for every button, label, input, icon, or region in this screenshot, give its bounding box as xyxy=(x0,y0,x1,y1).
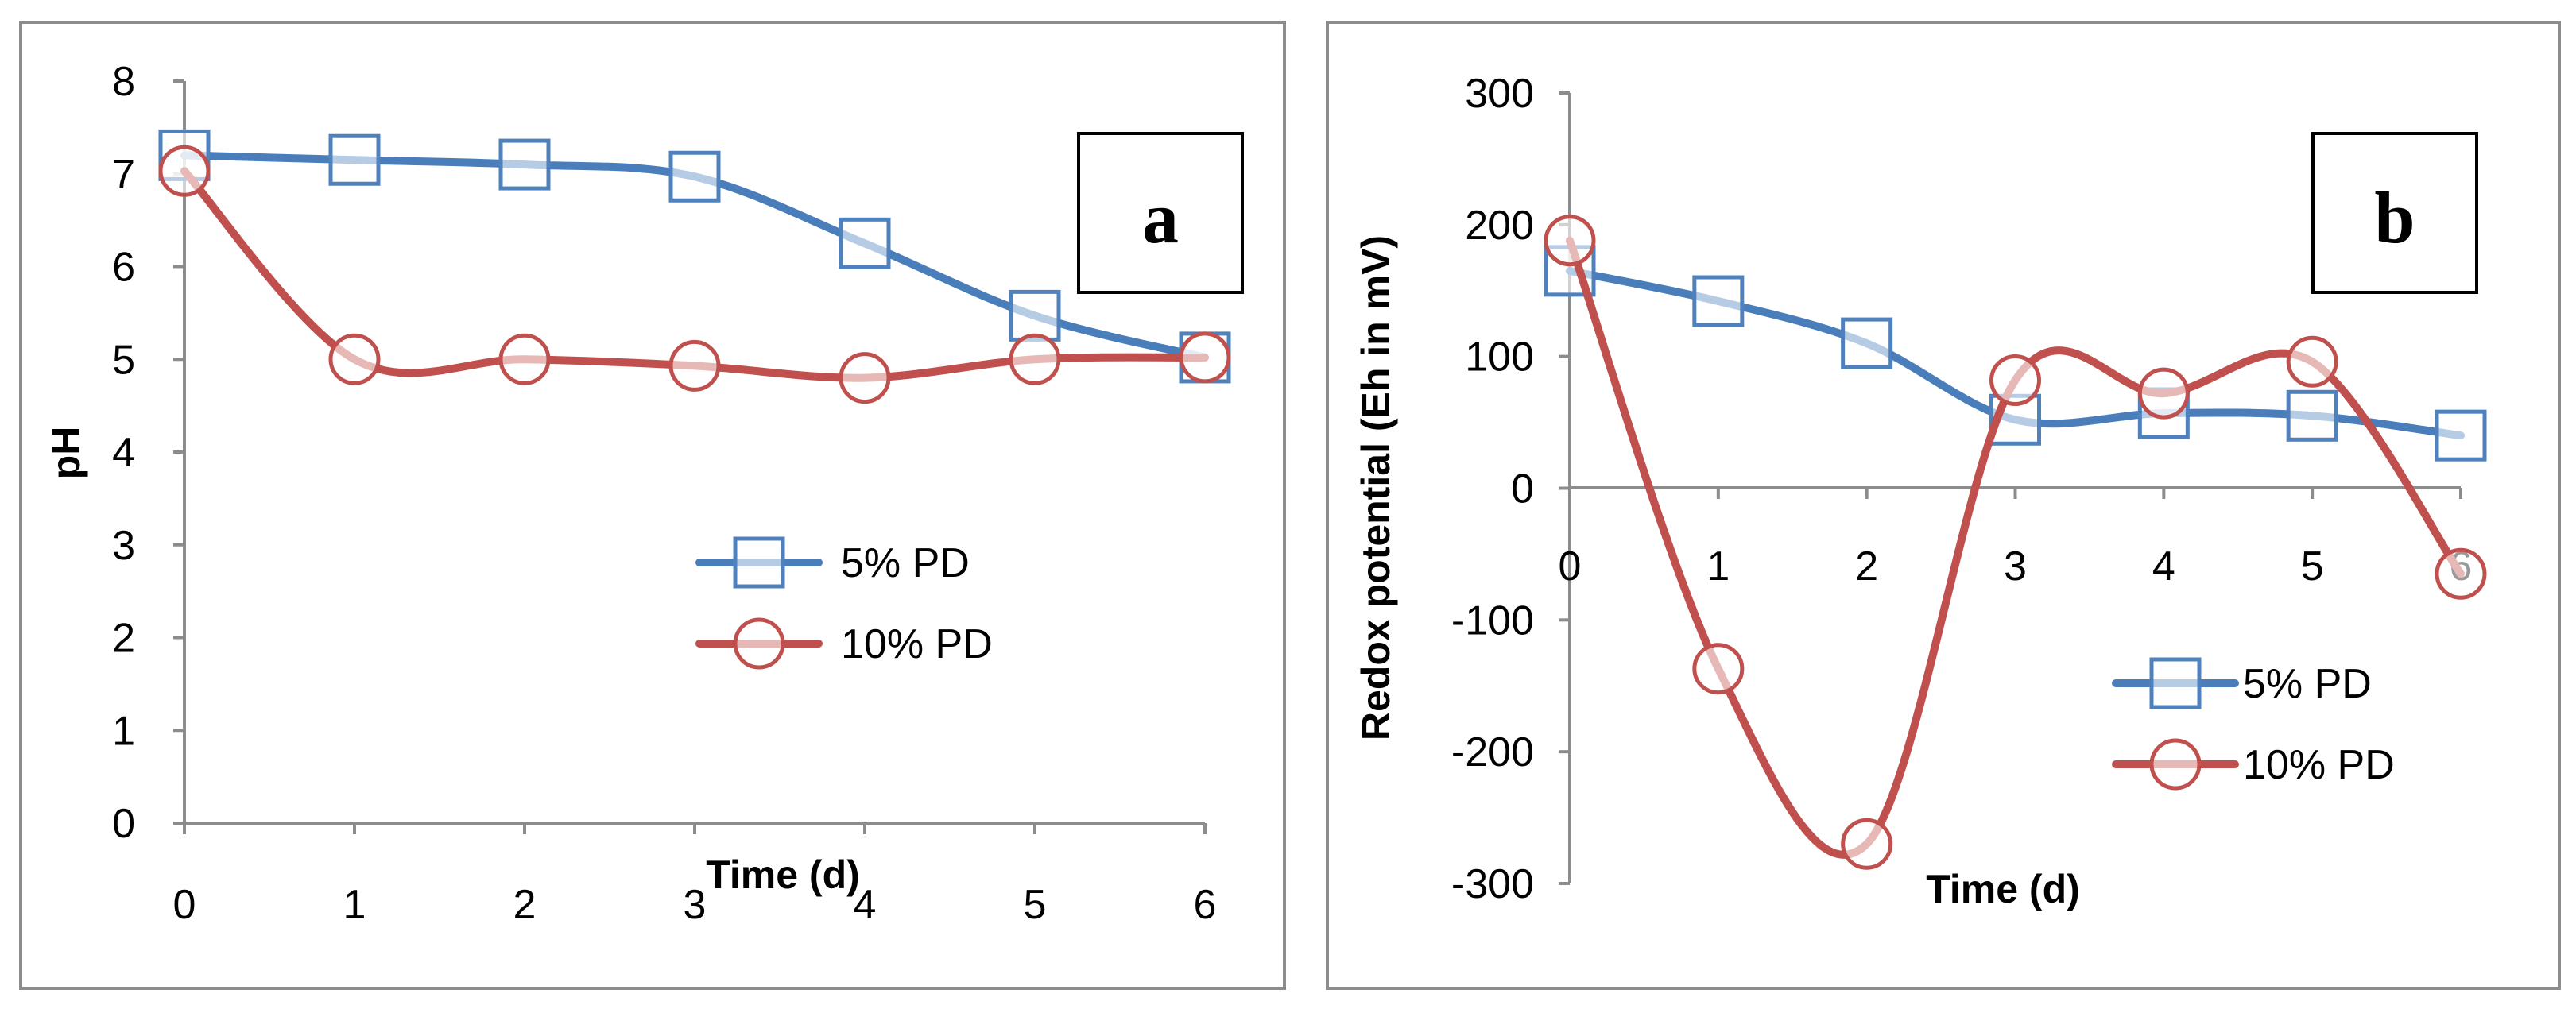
data-point xyxy=(1989,354,2041,407)
y-tick-label: 5 xyxy=(112,337,135,383)
series-2 xyxy=(1544,215,2487,870)
panel-b-tag-box xyxy=(2311,132,2478,294)
legend-marker xyxy=(733,536,785,589)
x-tick-label: 3 xyxy=(684,882,707,928)
legend-label: 10% PD xyxy=(2243,742,2395,788)
legend-label: 5% PD xyxy=(841,540,970,586)
legend-entry: 10% PD xyxy=(695,617,993,670)
y-tick-label: 8 xyxy=(112,59,135,105)
panel-b-y-ticks: -300 -200 -100 0 100 200 300 xyxy=(1451,71,1570,907)
legend-entry: 5% PD xyxy=(2112,657,2372,709)
series-2 xyxy=(158,145,1231,404)
y-tick-label: 2 xyxy=(112,616,135,662)
y-tick-label: 100 xyxy=(1465,334,1534,381)
legend-label: 10% PD xyxy=(841,621,993,667)
panel-a-y-axis-label: pH xyxy=(44,427,88,480)
x-tick-label: 5 xyxy=(1024,882,1047,928)
data-point xyxy=(1841,818,1893,870)
x-tick-label: 2 xyxy=(513,882,537,928)
data-point xyxy=(328,133,381,186)
legend-label: 5% PD xyxy=(2243,661,2372,707)
panel-a-series xyxy=(158,129,1231,404)
panel-b-tag: b xyxy=(2374,177,2415,258)
data-point xyxy=(1179,331,1231,384)
panel-a-legend: 5% PD 10% PD xyxy=(695,536,993,670)
data-point xyxy=(2137,367,2190,420)
legend-entry: 5% PD xyxy=(695,536,970,589)
panel-a-y-ticks: 0 1 2 3 4 5 6 7 8 xyxy=(112,59,184,847)
data-point xyxy=(1009,289,1061,342)
panel-a: 0 1 2 3 4 5 6 0 1 2 3 4 5 6 7 8 Time (d) pH 5% PD 10% P… xyxy=(19,21,1286,990)
panel-a-tag: a xyxy=(1142,177,1179,258)
x-tick-label: 6 xyxy=(1194,882,1217,928)
data-point xyxy=(498,138,551,191)
y-tick-label: 6 xyxy=(112,245,135,291)
data-point xyxy=(1692,275,1745,327)
x-tick-label: 3 xyxy=(2004,543,2027,590)
panel-a-x-ticks: 0 1 2 3 4 5 6 xyxy=(173,823,1217,928)
data-point xyxy=(498,333,551,385)
panel-b-x-axis-label: Time (d) xyxy=(1926,867,2080,911)
y-tick-label: 200 xyxy=(1465,203,1534,249)
data-point xyxy=(668,339,721,392)
data-point xyxy=(328,333,381,385)
data-point xyxy=(1009,333,1061,385)
x-tick-label: 4 xyxy=(2152,543,2175,590)
x-tick-label: 4 xyxy=(854,882,877,928)
x-tick-label: 1 xyxy=(343,882,366,928)
panel-b-y-axis-label: Redox potential (Eh in mV) xyxy=(1354,235,1398,740)
x-tick-label: 1 xyxy=(1706,543,1730,590)
y-tick-label: 4 xyxy=(112,430,135,476)
y-tick-label: 0 xyxy=(112,801,135,847)
y-tick-label: 1 xyxy=(112,708,135,754)
panel-a-x-axis-label: Time (d) xyxy=(706,853,860,897)
x-tick-label: 0 xyxy=(1559,543,1582,590)
legend-marker xyxy=(2149,657,2202,709)
y-tick-label: -200 xyxy=(1451,729,1534,775)
data-point xyxy=(2286,335,2338,388)
data-point xyxy=(1544,215,1596,267)
x-tick-label: 5 xyxy=(2301,543,2324,590)
y-tick-label: -300 xyxy=(1451,861,1534,907)
y-tick-label: -100 xyxy=(1451,597,1534,644)
data-point xyxy=(839,352,891,404)
y-tick-label: 300 xyxy=(1465,71,1534,117)
x-tick-label: 0 xyxy=(173,882,196,928)
legend-marker xyxy=(733,617,785,670)
y-tick-label: 3 xyxy=(112,523,135,569)
legend-entry: 10% PD xyxy=(2112,738,2395,791)
panel-b-legend: 5% PD 10% PD xyxy=(2112,657,2395,791)
panel-a-tag-box xyxy=(1077,132,1244,294)
data-point xyxy=(158,145,211,197)
x-tick-label: 2 xyxy=(1855,543,1878,590)
data-point xyxy=(2435,409,2487,462)
panel-a-frame xyxy=(19,21,1286,990)
data-point xyxy=(2435,547,2487,600)
panel-b-series xyxy=(1544,215,2487,870)
data-point xyxy=(839,217,891,269)
legend-marker xyxy=(2149,738,2202,791)
y-tick-label: 0 xyxy=(1511,466,1534,512)
data-point xyxy=(2286,389,2338,442)
data-point xyxy=(668,150,721,203)
data-point xyxy=(1692,643,1745,695)
data-point xyxy=(1841,317,1893,369)
y-tick-label: 7 xyxy=(112,152,135,198)
